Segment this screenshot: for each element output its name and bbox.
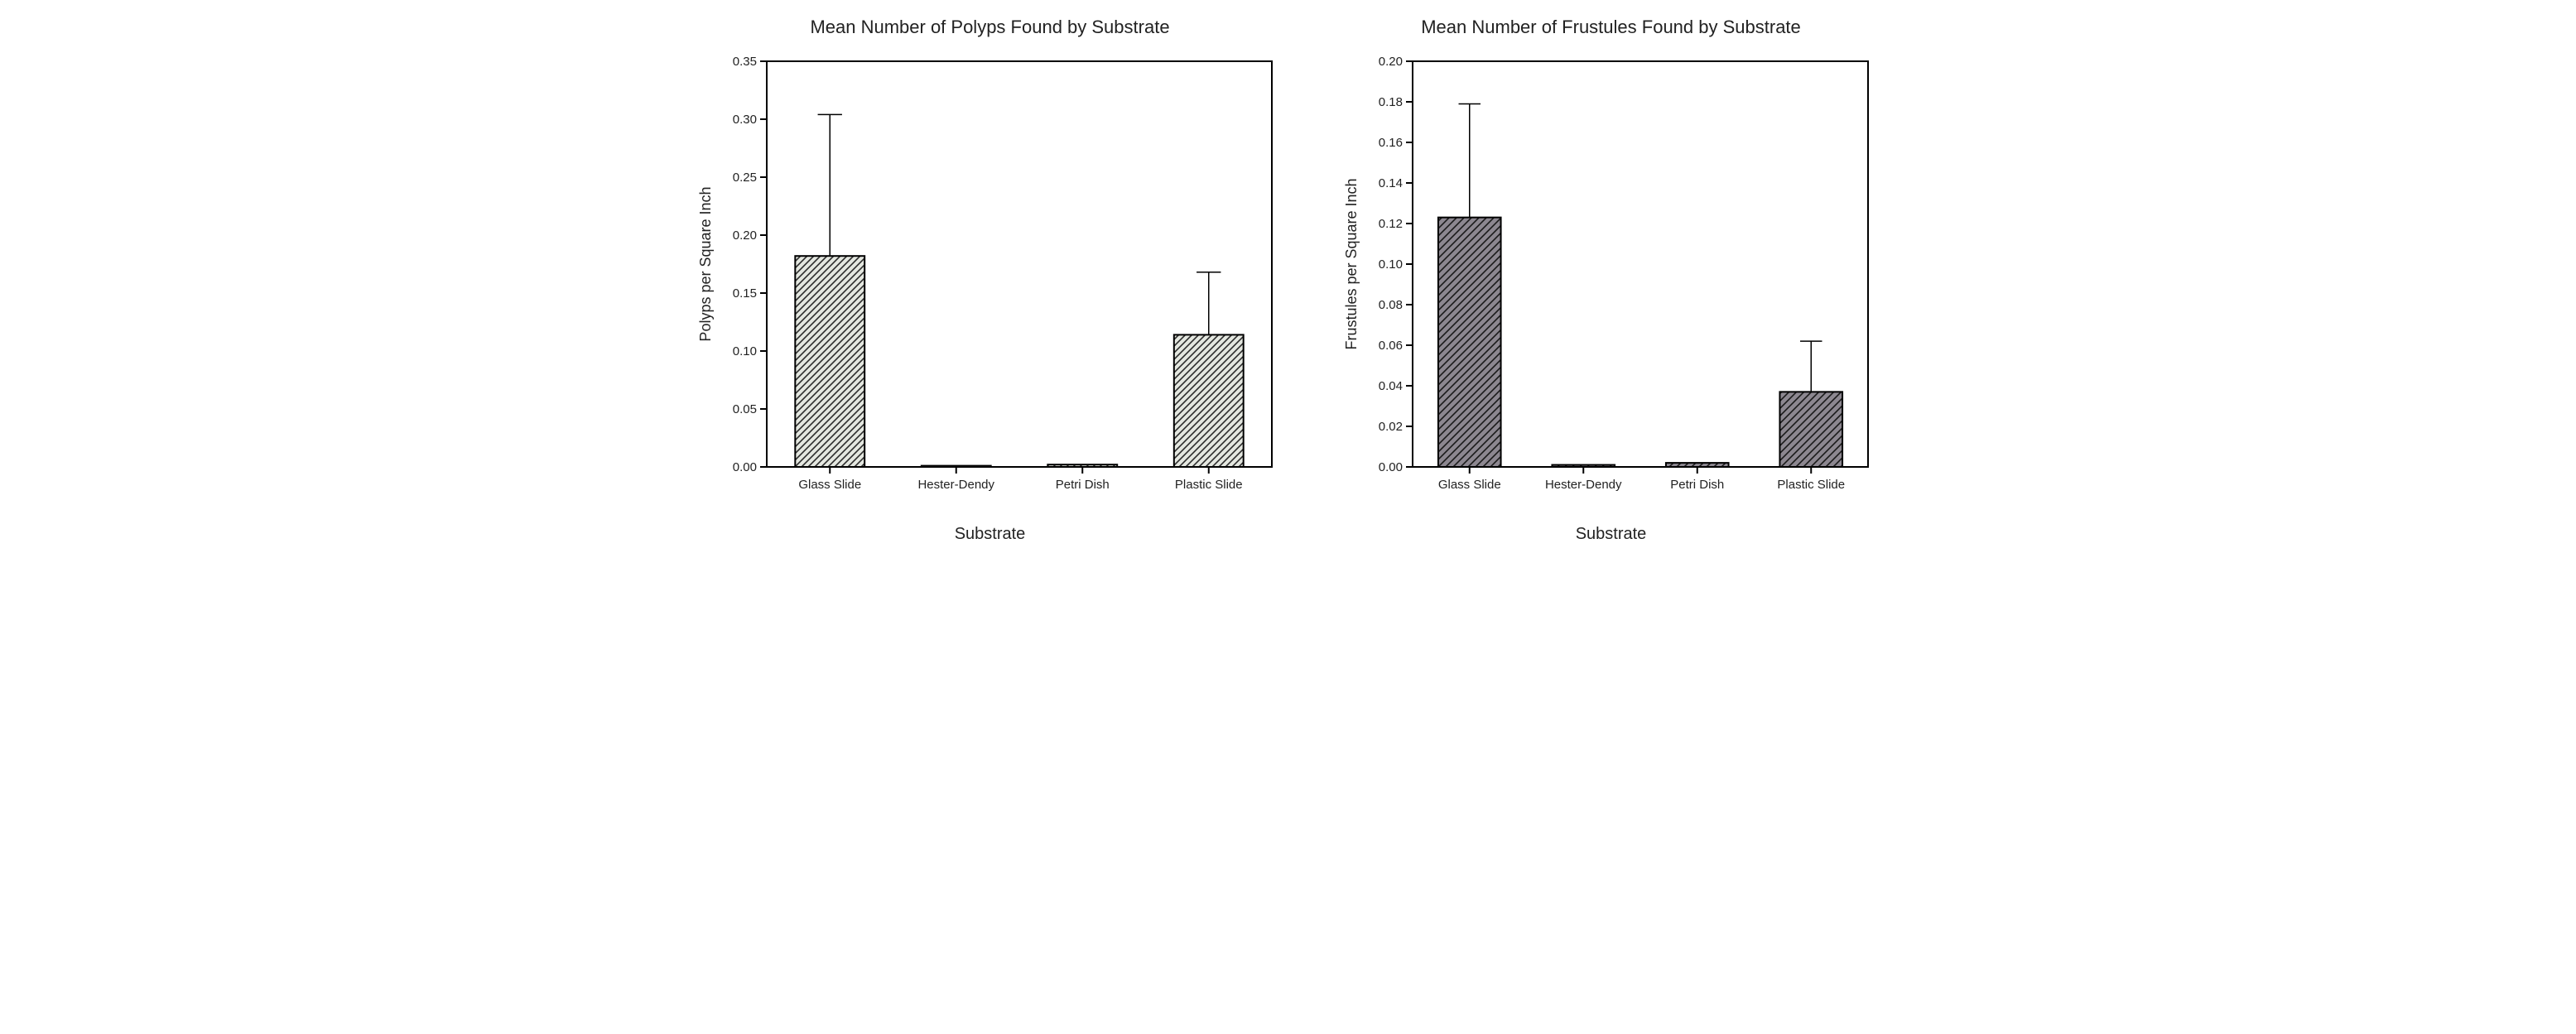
svg-text:0.10: 0.10 — [732, 344, 756, 358]
svg-text:Polyps per Square Inch: Polyps per Square Inch — [697, 186, 714, 341]
frustules-chart-svg-slot: 0.00 0.02 0.04 0.06 0.08 0.10 0.12 0.14 0.16 0.18… — [1338, 53, 1885, 517]
frustules-chart-wrap: Mean Number of Frustules Found by Substr… — [1338, 17, 1885, 544]
svg-text:Plastic Slide: Plastic Slide — [1777, 478, 1845, 492]
charts-row: Mean Number of Polyps Found by Substrate… — [17, 17, 2559, 544]
polyps-x-axis-title: Substrate — [955, 525, 1026, 544]
polyps-chart-svg: 0.00 0.05 0.10 0.15 0.20 0.25 0.30 0.35 Polyps p… — [692, 53, 1288, 517]
svg-text:0.18: 0.18 — [1378, 95, 1402, 109]
frustules-chart-title: Mean Number of Frustules Found by Substr… — [1421, 17, 1801, 38]
bar-frustules-2 — [1665, 463, 1728, 467]
svg-text:0.02: 0.02 — [1378, 420, 1402, 434]
svg-text:Petri Dish: Petri Dish — [1055, 478, 1109, 492]
svg-text:0.06: 0.06 — [1378, 339, 1402, 353]
svg-text:Hester-Dendy: Hester-Dendy — [1544, 478, 1621, 492]
svg-text:0.00: 0.00 — [732, 460, 756, 474]
svg-text:0.35: 0.35 — [732, 55, 756, 69]
svg-text:0.16: 0.16 — [1378, 136, 1402, 150]
svg-text:0.20: 0.20 — [1378, 55, 1402, 69]
bar-frustules-3 — [1779, 392, 1842, 467]
bar-polyps-3 — [1173, 334, 1243, 467]
frustules-x-axis-title: Substrate — [1576, 525, 1647, 544]
svg-text:Glass Slide: Glass Slide — [798, 478, 861, 492]
svg-text:0.15: 0.15 — [732, 286, 756, 301]
svg-text:0.00: 0.00 — [1378, 460, 1402, 474]
svg-text:0.25: 0.25 — [732, 171, 756, 185]
svg-text:0.14: 0.14 — [1378, 176, 1402, 190]
svg-text:0.20: 0.20 — [732, 228, 756, 243]
svg-text:0.05: 0.05 — [732, 402, 756, 416]
svg-text:Glass Slide: Glass Slide — [1437, 478, 1500, 492]
svg-text:0.30: 0.30 — [732, 113, 756, 127]
svg-text:0.10: 0.10 — [1378, 257, 1402, 272]
svg-text:0.04: 0.04 — [1378, 379, 1402, 393]
bar-frustules-0 — [1437, 218, 1500, 467]
frustules-chart-svg: 0.00 0.02 0.04 0.06 0.08 0.10 0.12 0.14 0.16 0.18… — [1338, 53, 1885, 517]
bar-frustules-1 — [1552, 465, 1615, 467]
svg-text:Plastic Slide: Plastic Slide — [1174, 478, 1242, 492]
bar-polyps-0 — [795, 256, 864, 467]
svg-text:Frustules per Square Inch: Frustules per Square Inch — [1343, 178, 1360, 349]
polyps-chart-svg-slot: 0.00 0.05 0.10 0.15 0.20 0.25 0.30 0.35 Polyps p… — [692, 53, 1288, 517]
bar-polyps-2 — [1047, 464, 1117, 467]
svg-text:0.12: 0.12 — [1378, 217, 1402, 231]
bar-polyps-1 — [921, 466, 990, 467]
polyps-chart-wrap: Mean Number of Polyps Found by Substrate… — [692, 17, 1288, 544]
svg-text:0.08: 0.08 — [1378, 298, 1402, 312]
svg-text:Hester-Dendy: Hester-Dendy — [917, 478, 994, 492]
svg-text:Petri Dish: Petri Dish — [1670, 478, 1724, 492]
polyps-chart-title: Mean Number of Polyps Found by Substrate — [810, 17, 1169, 38]
